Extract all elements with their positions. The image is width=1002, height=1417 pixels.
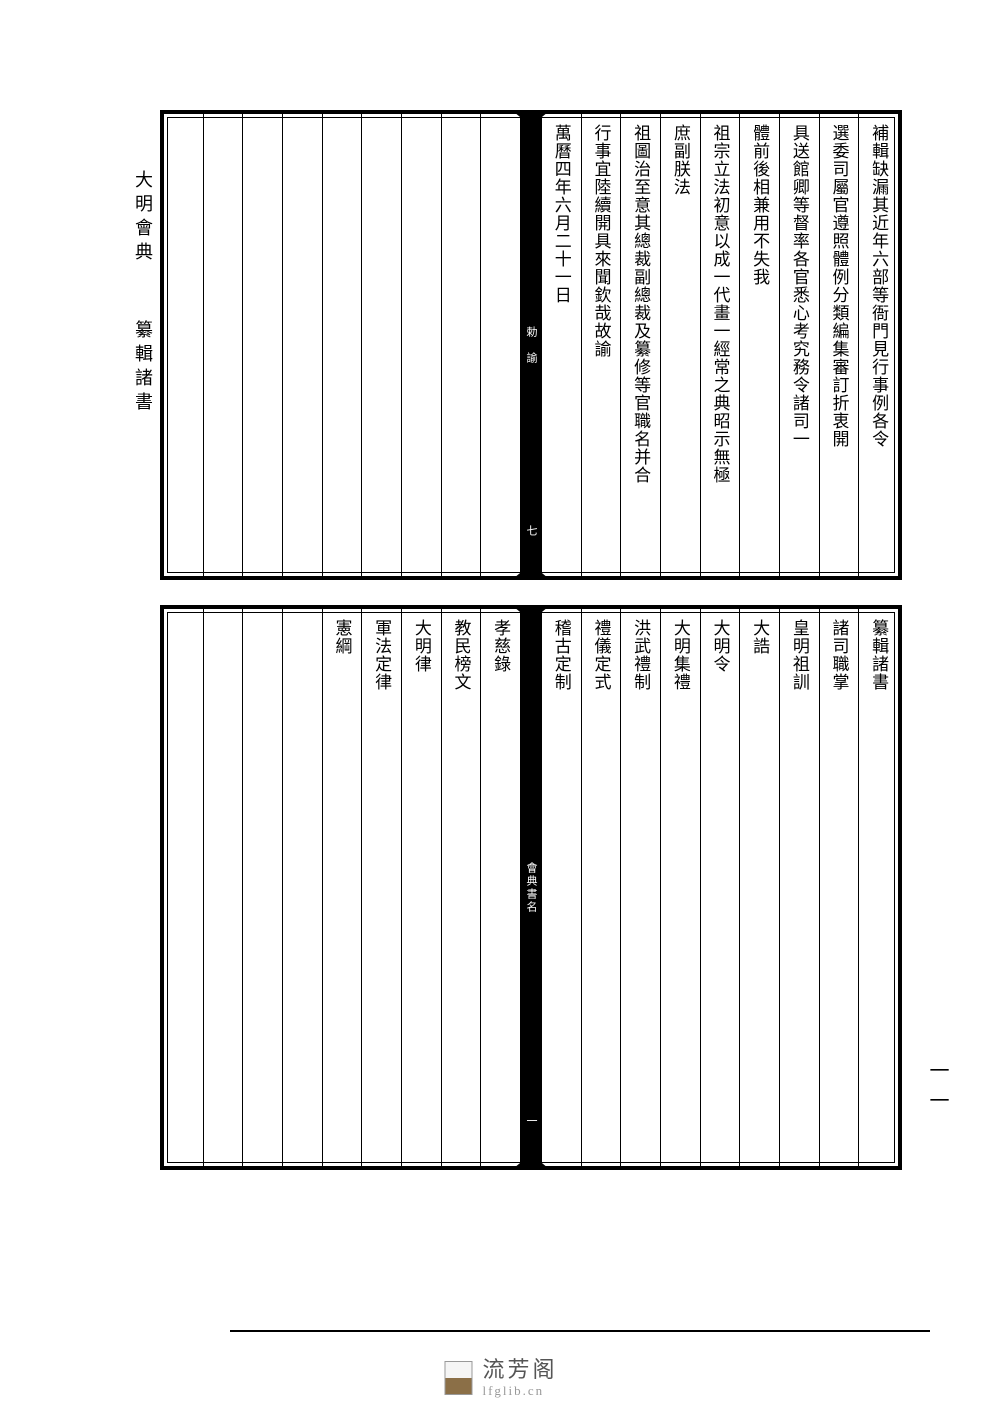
text-column — [282, 114, 322, 576]
bottom-left-half: 孝慈錄 教民榜文 大明律 軍法定律 憲綱 — [164, 609, 520, 1166]
watermark: 流芳阁 lfglib.cn — [444, 1357, 557, 1399]
text-column — [164, 609, 203, 1166]
side-title-sub: 纂輯諸書 — [130, 320, 156, 416]
text-column — [242, 114, 282, 576]
text-column: 稽古定制 — [542, 609, 581, 1166]
text-column: 禮儀定式 — [581, 609, 621, 1166]
book-icon — [444, 1361, 472, 1395]
spine-number: 一 — [523, 1115, 539, 1126]
text-column — [361, 114, 401, 576]
text-column — [441, 114, 481, 576]
text-column: 大明律 — [401, 609, 441, 1166]
top-left-half — [164, 114, 520, 576]
text-column: 大明集禮 — [660, 609, 700, 1166]
text-column: 行事宜陸續開具來聞欽哉故諭 — [581, 114, 621, 576]
bottom-rule — [230, 1330, 930, 1332]
text-column — [401, 114, 441, 576]
text-column: 選委司屬官遵照體例分類編集審訂折衷開 — [819, 114, 859, 576]
bottom-woodblock-frame: 纂輯諸書 諸司職掌 皇明祖訓 大誥 大明令 大明集禮 洪武禮制 禮儀定式 稽古定… — [160, 605, 902, 1170]
watermark-sub: lfglib.cn — [482, 1383, 557, 1399]
text-column: 教民榜文 — [441, 609, 481, 1166]
text-column: 皇明祖訓 — [779, 609, 819, 1166]
text-column: 祖圖治至意其總裁副總裁及纂修等官職名并合 — [620, 114, 660, 576]
text-column — [164, 114, 203, 576]
text-column: 庶副朕法 — [660, 114, 700, 576]
watermark-text: 流芳阁 lfglib.cn — [482, 1357, 557, 1399]
text-column — [203, 609, 243, 1166]
bottom-right-half: 纂輯諸書 諸司職掌 皇明祖訓 大誥 大明令 大明集禮 洪武禮制 禮儀定式 稽古定… — [542, 609, 898, 1166]
text-column: 具送館卿等督率各官悉心考究務令諸司一 — [779, 114, 819, 576]
text-column: 諸司職掌 — [819, 609, 859, 1166]
text-column — [203, 114, 243, 576]
text-column — [242, 609, 282, 1166]
text-column — [282, 609, 322, 1166]
center-spine: 會典書名 一 — [520, 609, 542, 1166]
text-column: 洪武禮制 — [620, 609, 660, 1166]
text-column — [480, 114, 520, 576]
spine-label: 會典書名 — [523, 862, 539, 914]
page-number: 一一 — [923, 1060, 952, 1120]
center-spine: 勅 諭 七 — [520, 114, 542, 576]
text-column: 大明令 — [700, 609, 740, 1166]
text-column: 祖宗立法初意以成一代畫一經常之典昭示無極 — [700, 114, 740, 576]
text-column: 纂輯諸書 — [858, 609, 898, 1166]
spine-label: 勅 諭 — [523, 326, 539, 365]
text-column: 萬曆四年六月二十一日 — [542, 114, 581, 576]
text-column: 大誥 — [739, 609, 779, 1166]
page: 大明會典 纂輯諸書 補輯缺漏其近年六部等衙門見行事例各令 選委司屬官遵照體例分類… — [0, 0, 1002, 1417]
text-column: 體前後相兼用不失我 — [739, 114, 779, 576]
text-column: 憲綱 — [322, 609, 362, 1166]
side-title: 大明會典 — [130, 170, 156, 266]
text-column — [322, 114, 362, 576]
spine-number: 七 — [523, 525, 539, 536]
top-right-half: 補輯缺漏其近年六部等衙門見行事例各令 選委司屬官遵照體例分類編集審訂折衷開 具送… — [542, 114, 898, 576]
text-column: 補輯缺漏其近年六部等衙門見行事例各令 — [858, 114, 898, 576]
watermark-main: 流芳阁 — [482, 1357, 557, 1383]
text-column: 軍法定律 — [361, 609, 401, 1166]
top-woodblock-frame: 補輯缺漏其近年六部等衙門見行事例各令 選委司屬官遵照體例分類編集審訂折衷開 具送… — [160, 110, 902, 580]
text-column: 孝慈錄 — [480, 609, 520, 1166]
